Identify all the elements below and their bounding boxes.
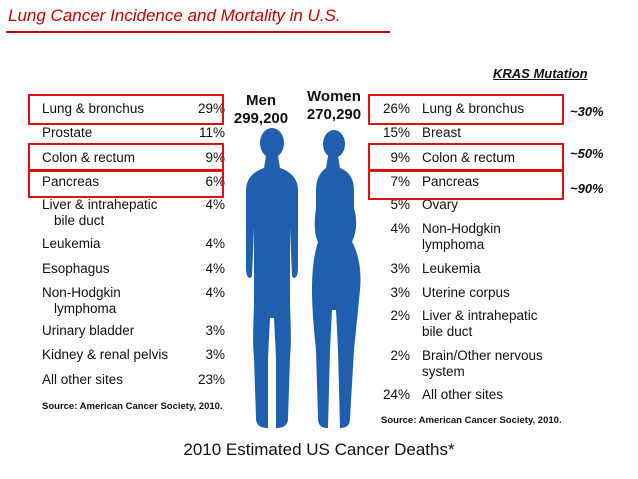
men-row-value: 23% [197, 372, 225, 387]
highlight-box-men-colon [28, 143, 224, 171]
men-source: Source: American Cancer Society, 2010. [42, 401, 223, 412]
women-count: 270,290 [306, 106, 362, 123]
men-row-value: 4% [205, 236, 225, 251]
women-row-value: 4% [390, 221, 410, 236]
kras-heading: KRAS Mutation [493, 66, 588, 81]
kras-value-pancreas: ~90% [570, 181, 604, 196]
highlight-box-men-pancreas [28, 170, 224, 198]
women-row-label: Lung & bronchus [422, 101, 525, 116]
women-row-label: Ovary [422, 197, 459, 212]
women-row-label: Pancreas [422, 174, 480, 189]
women-row-label-line1: Brain/Other nervous [422, 348, 543, 363]
women-row-label-line1: Non-Hodgkin [422, 221, 501, 236]
men-row-label: Colon & rectum [42, 150, 136, 165]
men-row-value: 6% [205, 174, 225, 189]
female-silhouette-icon [312, 130, 361, 428]
men-row-label: Kidney & renal pelvis [42, 347, 169, 362]
men-row-label: Prostate [42, 125, 93, 140]
men-row-value: 4% [205, 285, 225, 300]
men-row-label: Non-Hodgkin lymphoma [42, 285, 182, 317]
women-row-label: Leukemia [422, 261, 481, 276]
men-row-label: Lung & bronchus [42, 101, 145, 116]
men-row-label-line1: Liver & intrahepatic [42, 197, 158, 212]
men-row-value: 29% [197, 101, 225, 116]
men-row-value: 9% [205, 150, 225, 165]
men-row-label-line1: Non-Hodgkin [42, 285, 121, 300]
women-row-label: Uterine corpus [422, 285, 510, 300]
highlight-box-women-pancreas [368, 170, 564, 200]
men-row-label: Liver & intrahepatic bile duct [42, 197, 182, 229]
male-silhouette-icon [246, 128, 298, 428]
women-row-label-line2: bile duct [422, 324, 473, 339]
men-row-label: Leukemia [42, 236, 101, 251]
women-row-value: 3% [390, 285, 410, 300]
women-row-value: 15% [382, 125, 410, 140]
women-row-label-line1: Liver & intrahepatic [422, 308, 538, 323]
highlight-box-women-colon [368, 143, 564, 171]
men-count: 299,200 [233, 110, 289, 127]
kras-value-colon: ~50% [570, 146, 604, 161]
women-row-label-line2: lymphoma [422, 237, 485, 252]
women-source: Source: American Cancer Society, 2010. [381, 415, 562, 426]
men-row-value: 4% [205, 197, 225, 212]
men-row-value: 11% [198, 125, 225, 140]
women-row-label: Breast [422, 125, 462, 140]
women-row-value: 5% [390, 197, 410, 212]
bottom-caption: 2010 Estimated US Cancer Deaths* [183, 440, 455, 459]
men-row-value: 4% [205, 261, 225, 276]
men-row-value: 3% [205, 347, 225, 362]
highlight-box-men-lung [28, 94, 224, 125]
highlight-box-women-lung [368, 94, 564, 125]
kras-value-lung: ~30% [570, 104, 604, 119]
women-row-value: 3% [390, 261, 410, 276]
women-row-label: Non-Hodgkin lymphoma [422, 221, 572, 253]
women-row-label: Colon & rectum [422, 150, 516, 165]
men-row-label: Urinary bladder [42, 323, 135, 338]
title-underline [6, 31, 390, 33]
women-header-label: Women [307, 88, 361, 105]
women-row-value: 7% [390, 174, 410, 189]
women-row-value: 24% [382, 387, 410, 402]
women-row-label: Brain/Other nervous system [422, 348, 572, 380]
women-row-value: 2% [390, 348, 410, 363]
women-row-label-line2: system [422, 364, 465, 379]
men-row-label: Esophagus [42, 261, 110, 276]
men-row-label-line2: lymphoma [54, 301, 117, 316]
men-row-label: All other sites [42, 372, 124, 387]
women-row-value: 9% [390, 150, 410, 165]
slide-title: Lung Cancer Incidence and Mortality in U… [8, 6, 341, 25]
men-header: Men 299,200 [226, 92, 296, 128]
men-header-label: Men [246, 92, 276, 109]
women-header: Women 270,290 [296, 88, 372, 124]
men-row-value: 3% [205, 323, 225, 338]
women-row-label: Liver & intrahepatic bile duct [422, 308, 572, 340]
women-row-value: 2% [390, 308, 410, 323]
men-row-label: Pancreas [42, 174, 100, 189]
women-row-label: All other sites [422, 387, 504, 402]
men-row-label-line2: bile duct [54, 213, 105, 228]
women-row-value: 26% [382, 101, 410, 116]
